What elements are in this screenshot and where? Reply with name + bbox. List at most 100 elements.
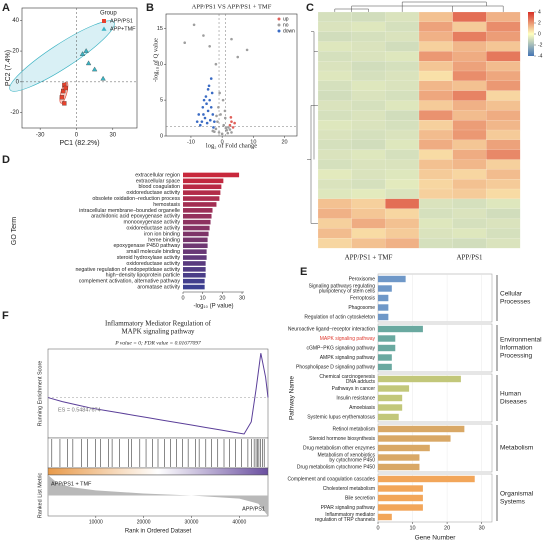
x-tick-label: 20 bbox=[281, 139, 287, 145]
bar bbox=[183, 190, 221, 195]
heatmap-cell bbox=[351, 61, 386, 72]
y-tick-label: -20 bbox=[10, 110, 19, 116]
x-tick-label: 0 bbox=[376, 525, 379, 531]
bar bbox=[378, 375, 461, 383]
heatmap-cell bbox=[351, 139, 386, 150]
column-group-label: APP/PS1 bbox=[456, 254, 483, 262]
heatmap-cell bbox=[385, 80, 420, 91]
bar bbox=[378, 285, 392, 292]
heatmap-cell bbox=[385, 41, 420, 52]
x-tick-label: 20 bbox=[444, 525, 450, 531]
point bbox=[211, 129, 215, 133]
heatmap-cell bbox=[351, 159, 386, 170]
heatmap-cell bbox=[351, 21, 386, 32]
bar bbox=[183, 219, 211, 225]
heatmap-cell bbox=[351, 198, 386, 209]
heatmap-cell bbox=[351, 80, 386, 91]
category-label: oxidoreductase activity bbox=[126, 190, 180, 196]
x-tick-label: 30 bbox=[479, 525, 485, 531]
y-axis-title: Ranked List Metric bbox=[37, 472, 43, 518]
point bbox=[233, 121, 236, 125]
heatmap-cell bbox=[452, 218, 487, 229]
x-tick-label: 30 bbox=[239, 295, 245, 301]
heatmap-cell bbox=[452, 21, 487, 32]
heatmap-cell bbox=[351, 218, 386, 229]
bar bbox=[183, 255, 207, 260]
bar bbox=[183, 237, 208, 243]
category-label: MAPK signaling pathway bbox=[320, 336, 376, 342]
category-label: oxidoreductase activity bbox=[126, 261, 180, 267]
chart-title: Inflammatory Mediator Regulation of bbox=[105, 320, 212, 328]
group-label: Processes bbox=[500, 299, 531, 306]
category-label: Steroid hormone biosynthesis bbox=[309, 436, 375, 442]
category-label: extracellular region bbox=[135, 172, 180, 178]
heatmap-cell bbox=[418, 70, 453, 82]
point bbox=[59, 95, 65, 100]
confidence-ellipse bbox=[9, 20, 115, 92]
heatmap-cell bbox=[351, 90, 386, 101]
category-label: aromatase activity bbox=[137, 284, 180, 290]
heatmap-cell bbox=[486, 41, 521, 52]
heatmap-cell bbox=[452, 129, 487, 141]
heatmap-cell bbox=[486, 139, 521, 150]
heatmap-cell bbox=[486, 90, 521, 101]
heatmap-cell bbox=[317, 100, 352, 111]
category-label: blood coagulation bbox=[138, 184, 180, 190]
heatmap-cell bbox=[418, 149, 453, 160]
x-axis-title: -log₁₀ (P value) bbox=[193, 304, 233, 310]
category-label: pluripotency of stem cells bbox=[319, 288, 376, 294]
bar bbox=[378, 444, 430, 452]
point bbox=[209, 105, 213, 109]
bar bbox=[183, 267, 206, 272]
heatmap-cell bbox=[351, 41, 386, 52]
heatmap-cell bbox=[418, 80, 453, 91]
heatmap-cell bbox=[317, 110, 352, 121]
x-tick-label: 10 bbox=[200, 295, 206, 301]
x-tick-label: 40000 bbox=[232, 519, 246, 525]
panel-label: C bbox=[306, 2, 314, 14]
chart-title: MAPK signaling pathway bbox=[121, 328, 195, 336]
x-tick-label: 0 bbox=[181, 295, 184, 301]
chart-title: APP/PS1 VS APP/PS1 + TMF bbox=[192, 3, 272, 10]
bar bbox=[183, 225, 210, 231]
heatmap-cell bbox=[486, 11, 521, 23]
point bbox=[208, 118, 212, 122]
bar bbox=[378, 294, 389, 302]
heatmap-cell bbox=[317, 41, 352, 52]
heatmap-cell bbox=[351, 51, 386, 62]
y-tick-label: 5 bbox=[160, 98, 163, 104]
heatmap-cell bbox=[317, 90, 352, 101]
bar bbox=[183, 178, 224, 184]
bar bbox=[378, 394, 403, 402]
heatmap-cell bbox=[418, 11, 453, 23]
point bbox=[210, 91, 214, 95]
legend-swatch bbox=[101, 26, 107, 31]
heatmap-cell bbox=[418, 238, 453, 249]
point bbox=[204, 95, 208, 98]
heatmap-cell bbox=[486, 120, 521, 131]
heatmap-cell bbox=[351, 228, 386, 239]
category-label: PPAR signaling pathway bbox=[321, 505, 376, 511]
bar bbox=[378, 344, 396, 352]
heatmap-cell bbox=[486, 51, 521, 62]
category-label: DNA adducts bbox=[346, 379, 376, 385]
bar bbox=[183, 284, 205, 290]
es-frame bbox=[47, 348, 269, 439]
x-tick-label: 10 bbox=[409, 525, 415, 531]
bar bbox=[183, 196, 220, 201]
dendrogram bbox=[334, 1, 504, 12]
heatmap-cell bbox=[452, 80, 487, 91]
bar bbox=[378, 313, 389, 321]
y-axis-title: Running Enrichment Score bbox=[37, 361, 43, 427]
category-label: Drug metabolism cytochrome P450 bbox=[297, 464, 375, 470]
bar bbox=[378, 275, 406, 283]
heatmap-cell bbox=[418, 90, 453, 101]
heatmap-cell bbox=[317, 218, 352, 229]
heatmap-cell bbox=[317, 208, 352, 219]
x-tick-label: 10000 bbox=[89, 519, 103, 525]
bar bbox=[378, 435, 451, 442]
heatmap-cell bbox=[317, 80, 352, 91]
heatmap-cell bbox=[418, 100, 453, 111]
group-label: Diseases bbox=[500, 399, 527, 406]
heatmap-cell bbox=[385, 149, 420, 160]
